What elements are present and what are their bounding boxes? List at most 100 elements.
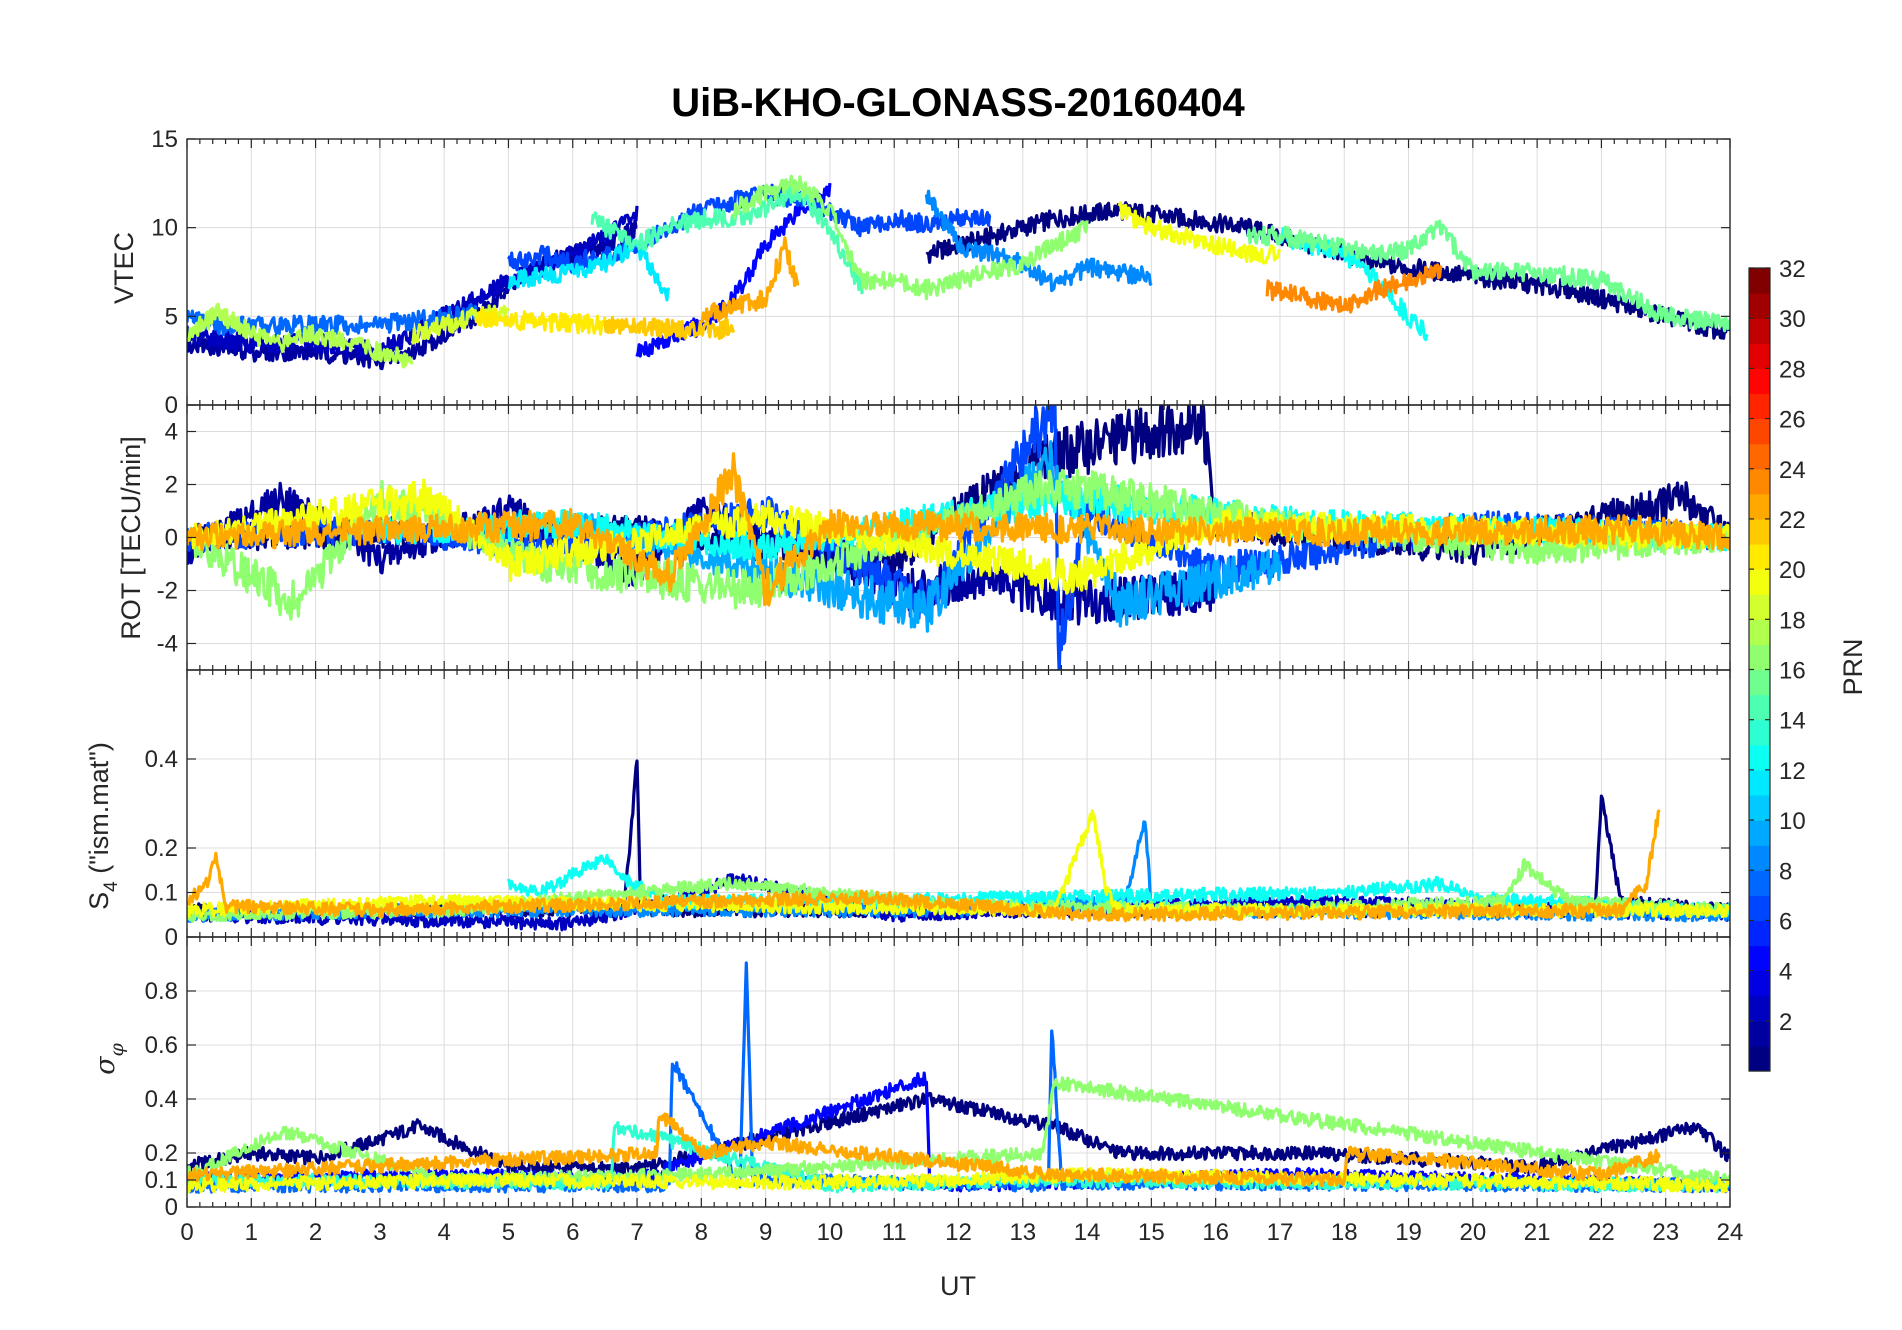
colorbar-swatch-13 <box>1749 744 1770 771</box>
s4-series-prn-23 <box>187 809 1661 923</box>
vtec-series-group <box>187 174 1730 371</box>
colorbar-swatch-14 <box>1749 719 1770 746</box>
vtec-series-prn-1 <box>925 201 1730 340</box>
colorbar-tick-label: 32 <box>1779 256 1806 283</box>
x-tick-label: 5 <box>502 1219 515 1246</box>
colorbar-tick-label: 8 <box>1779 858 1792 885</box>
colorbar-swatch-3 <box>1749 995 1770 1022</box>
colorbar-tick-label: 22 <box>1779 507 1806 534</box>
colorbar-swatch-22 <box>1749 518 1770 545</box>
colorbar-swatch-4 <box>1749 970 1770 997</box>
colorbar-swatch-16 <box>1749 669 1770 696</box>
sigma-ticks: 00.10.20.40.60.80 1 2 3 4 5 6 7 8 9 10 11 12 13 14 15 16… <box>145 937 1743 1246</box>
vtec-ytick-label: 15 <box>151 126 178 153</box>
vtec-series-prn-17 <box>731 174 1089 301</box>
colorbar-swatch-21 <box>1749 544 1770 570</box>
vtec-ytick-label: 0 <box>165 392 178 419</box>
vtec-series-prn-16 <box>1246 219 1730 333</box>
sigma-ytick-label: 0.4 <box>145 1086 178 1113</box>
s4-ytick-label: 0.1 <box>145 880 178 907</box>
x-axis-label: UT <box>940 1271 976 1301</box>
vtec-series-prn-22 <box>603 315 736 340</box>
colorbar-swatch-28 <box>1749 368 1770 395</box>
sigma-series-prn-20 <box>187 1166 1730 1194</box>
rot-ytick-label: 0 <box>165 525 178 552</box>
x-tick-label: 17 <box>1267 1219 1294 1246</box>
chart-title: UiB-KHO-GLONASS-20160404 <box>671 81 1245 125</box>
colorbar-swatch-1 <box>1749 1045 1770 1072</box>
colorbar-swatch-23 <box>1749 493 1770 520</box>
x-tick-label: 21 <box>1524 1219 1551 1246</box>
s4-panel: 0 0.1 0.2 0.4 <box>145 669 1731 951</box>
colorbar-swatch-31 <box>1749 293 1770 319</box>
colorbar-tick-label: 4 <box>1779 959 1792 986</box>
vtec-ytick-label: 5 <box>165 303 178 330</box>
colorbar-tick-label: 28 <box>1779 356 1806 383</box>
colorbar-swatch-15 <box>1749 694 1770 721</box>
colorbar-tick-label: 10 <box>1779 808 1806 835</box>
vtec-series-prn-15 <box>590 185 864 295</box>
colorbar-tick-label: 6 <box>1779 908 1792 935</box>
s4-ytick-label: 0.2 <box>145 835 178 862</box>
vtec-ytick-label: 10 <box>151 215 178 242</box>
sigma-ytick-label: 0.6 <box>145 1032 178 1059</box>
sigma-series-prn-17 <box>187 1076 1730 1188</box>
s4-label-main: S <box>84 892 114 910</box>
sigma-ytick-label: 0.2 <box>145 1140 178 1167</box>
colorbar-swatch-10 <box>1749 820 1770 846</box>
colorbar-swatch-25 <box>1749 443 1770 470</box>
x-tick-label: 13 <box>1009 1219 1036 1246</box>
s4-ytick-label: 0 <box>165 924 178 951</box>
x-tick-label: 12 <box>945 1219 972 1246</box>
x-tick-label: 14 <box>1074 1219 1101 1246</box>
rot-series-group <box>187 405 1730 670</box>
colorbar-swatch-12 <box>1749 769 1770 796</box>
x-tick-label: 23 <box>1652 1219 1679 1246</box>
x-tick-label: 22 <box>1588 1219 1615 1246</box>
rot-series-prn-23 <box>187 452 1730 607</box>
colorbar-tick-label: 24 <box>1779 457 1806 484</box>
colorbar-swatch-9 <box>1749 845 1770 871</box>
sigma-label-sub: φ <box>106 1042 128 1056</box>
x-tick-label: 8 <box>695 1219 708 1246</box>
vtec-series-prn-20 <box>1117 201 1282 265</box>
vtec-series-prn-9 <box>924 189 1153 293</box>
s4-axis-label: S4 ("ism.mat") <box>84 742 122 910</box>
vtec-series-prn-21 <box>474 308 607 336</box>
x-tick-label: 4 <box>437 1219 450 1246</box>
colorbar-tick-label: 14 <box>1779 708 1806 735</box>
vtec-series-prn-7 <box>507 183 992 274</box>
colorbar-swatch-6 <box>1749 920 1770 947</box>
sigma-label-main: σ <box>90 1055 121 1075</box>
x-tick-label: 9 <box>759 1219 772 1246</box>
x-tick-label: 0 <box>180 1219 193 1246</box>
rot-ytick-label: -4 <box>157 631 178 658</box>
colorbar-tick-label: 18 <box>1779 607 1806 634</box>
vtec-series-prn-13 <box>1278 227 1429 342</box>
x-tick-label: 7 <box>630 1219 643 1246</box>
rot-series-prn-2 <box>187 481 1218 626</box>
sigma-ytick-label: 0.1 <box>145 1167 178 1194</box>
x-tick-label: 10 <box>817 1219 844 1246</box>
vtec-series-prn-23 <box>700 236 800 323</box>
colorbar-swatch-26 <box>1749 418 1770 445</box>
colorbar-swatch-29 <box>1749 343 1770 369</box>
colorbar-swatch-5 <box>1749 945 1770 972</box>
s4-label-rest: ("ism.mat") <box>84 742 114 881</box>
x-tick-label: 16 <box>1202 1219 1229 1246</box>
s4-ytick-label: 0.4 <box>145 746 178 773</box>
colorbar-swatch-17 <box>1749 644 1770 671</box>
s4-ticks: 0 0.1 0.2 0.4 <box>145 670 1731 951</box>
x-tick-label: 19 <box>1395 1219 1422 1246</box>
colorbar-swatch-27 <box>1749 393 1770 420</box>
colorbar-label: PRN <box>1838 638 1868 695</box>
x-tick-label: 3 <box>373 1219 386 1246</box>
colorbar-tick-label: 12 <box>1779 758 1806 785</box>
vtec-series-prn-18 <box>187 302 414 369</box>
sigma-ytick-label: 0 <box>165 1194 178 1221</box>
vtec-ticks: 0 5 10 15 <box>151 126 1731 419</box>
sigma-ytick-label: 0.8 <box>145 978 178 1005</box>
s4-series-group <box>187 759 1730 932</box>
colorbar-swatch-30 <box>1749 318 1770 344</box>
vtec-series-prn-5 <box>635 182 832 358</box>
